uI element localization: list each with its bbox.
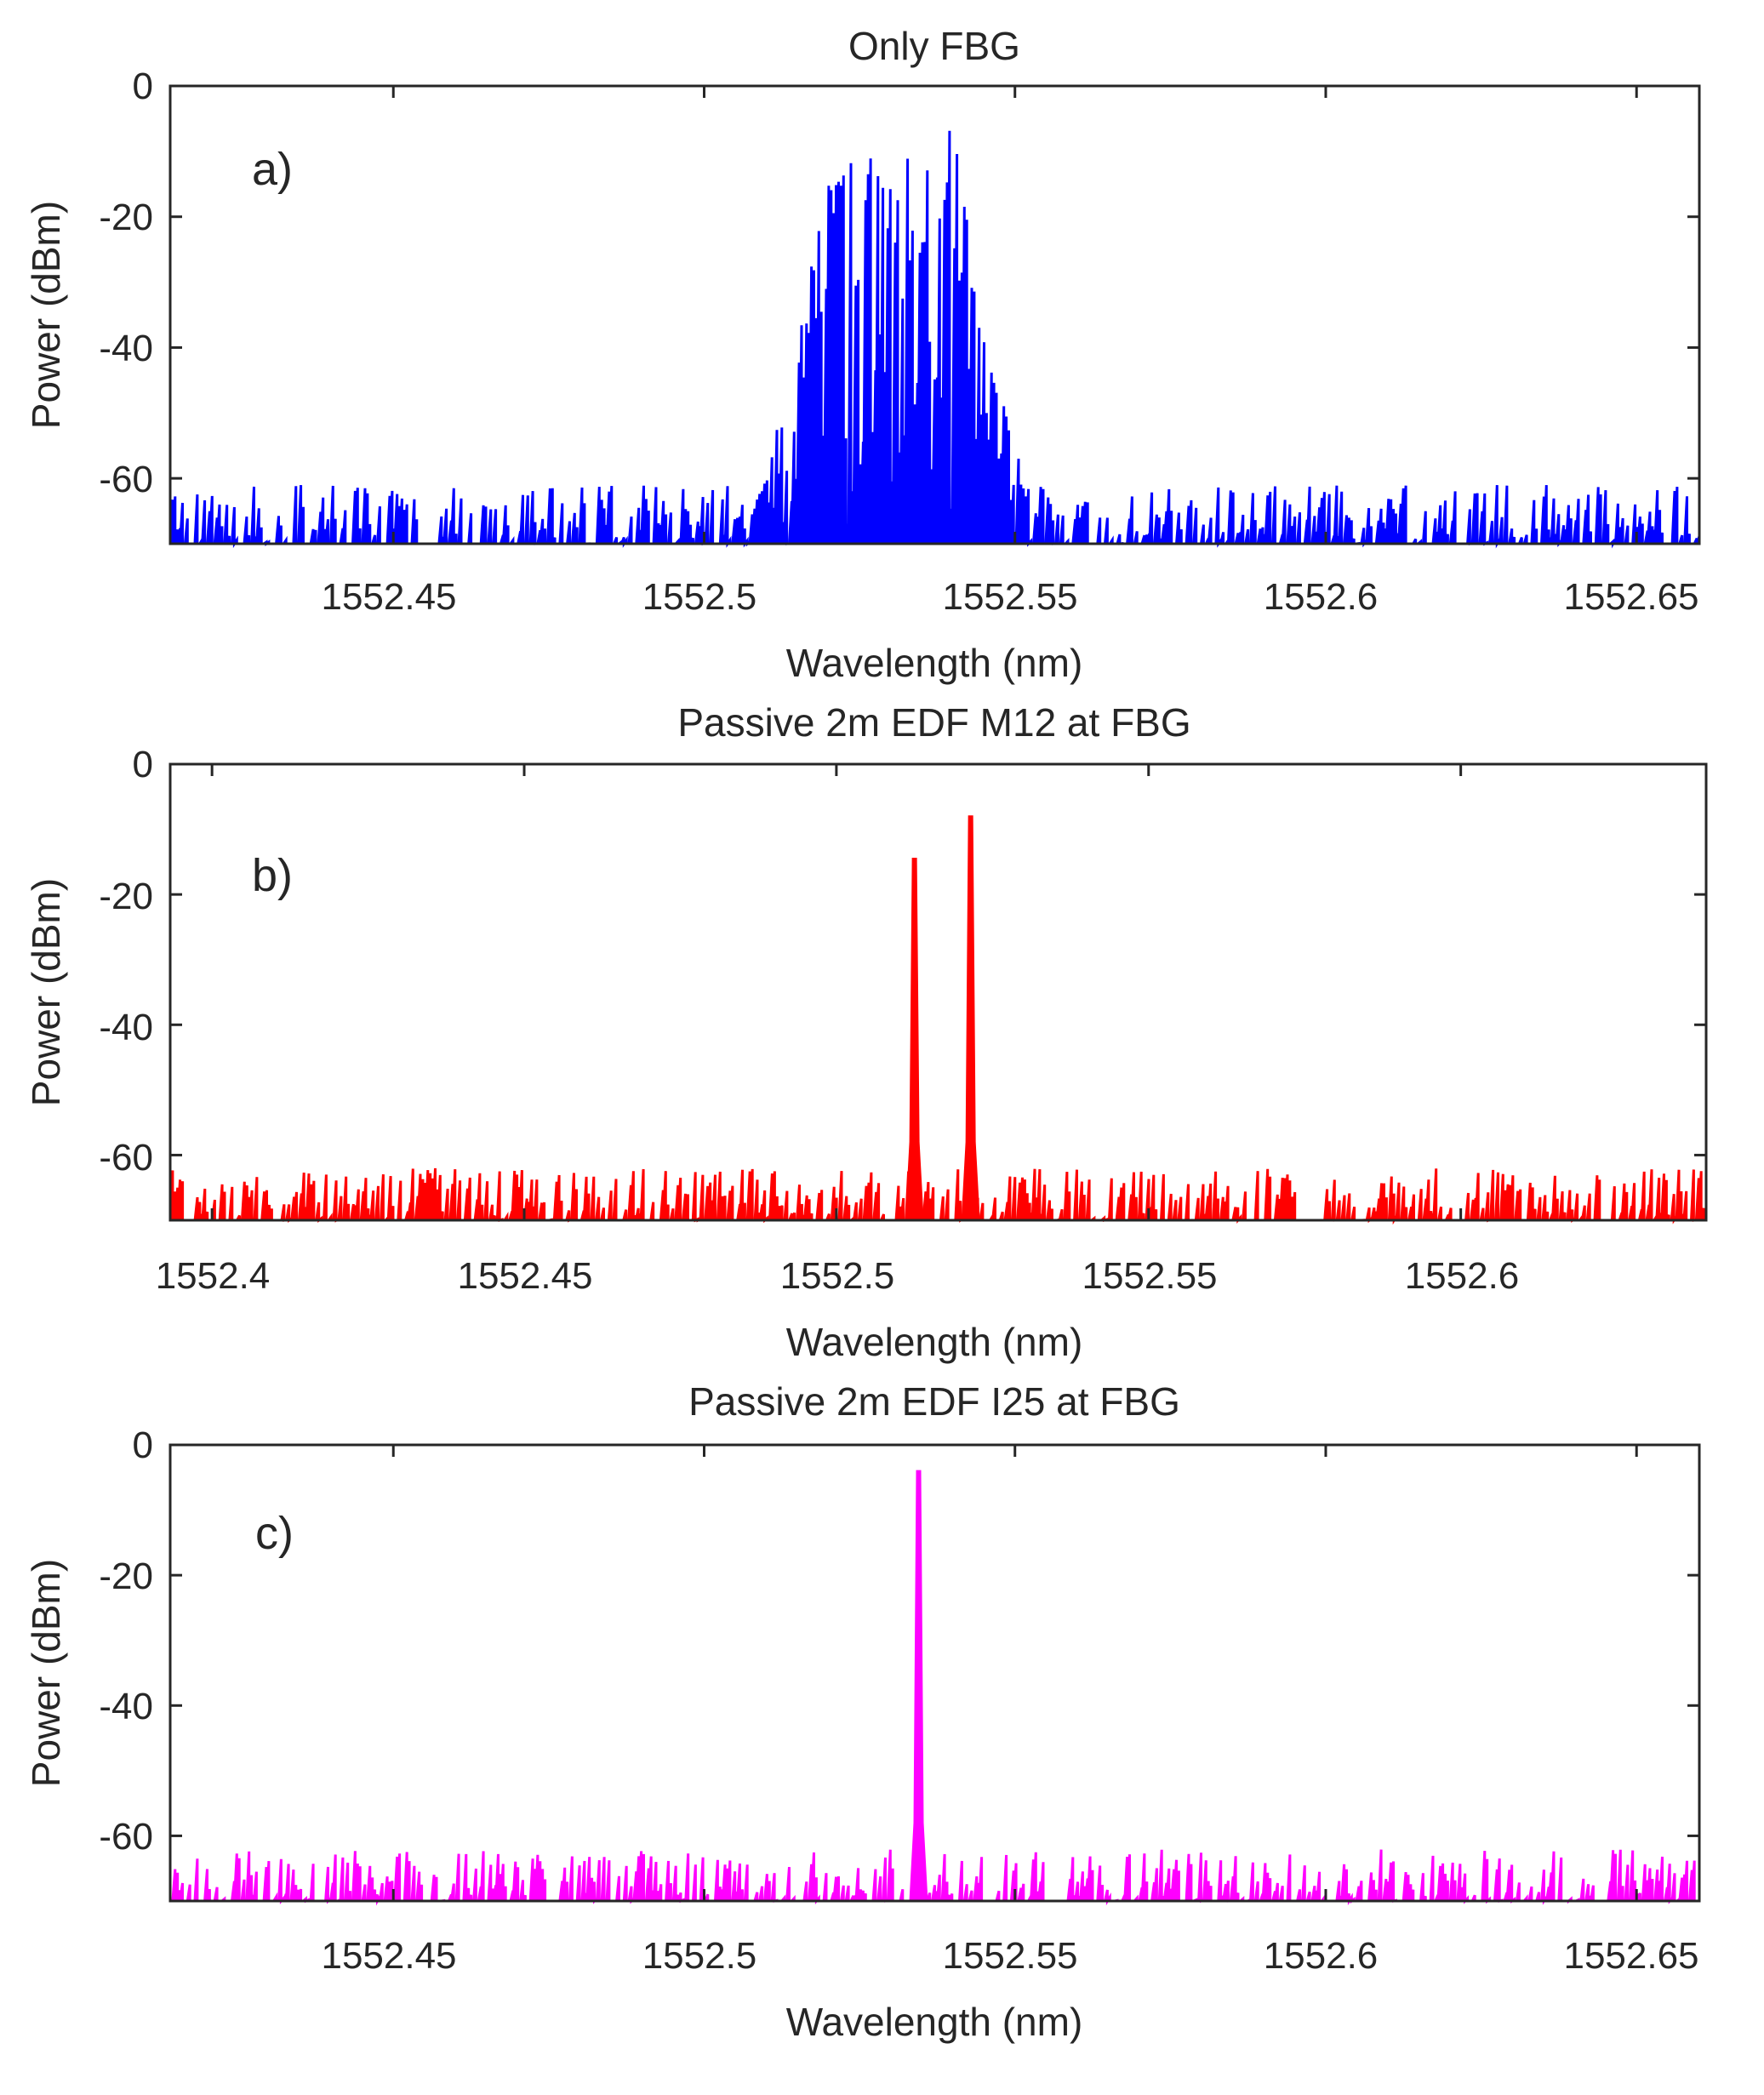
panel-b-peak-1 (961, 815, 980, 1221)
panel-a-ylabel: Power (dBm) (24, 201, 68, 429)
panel-c-ylabel: Power (dBm) (24, 1559, 68, 1787)
panel-a-xtick-label-1: 1552.5 (642, 576, 757, 618)
panel-b-frame (168, 762, 1708, 1222)
panel-a-ytick-label-0: 0 (133, 66, 153, 107)
panel-b-xtick-label-3: 1552.55 (1082, 1255, 1217, 1297)
panel-c-xtick-label-1: 1552.5 (642, 1935, 757, 1977)
panel-b-ytick-label-3: -60 (99, 1137, 153, 1179)
panel-c-ytick-label-3: -60 (99, 1816, 153, 1858)
panel-c-ytick-label-0: 0 (133, 1424, 153, 1466)
panel-b-ticks (170, 762, 1706, 1220)
panel-a-xtick-label-4: 1552.65 (1563, 576, 1698, 618)
panel-b-ylabel: Power (dBm) (24, 878, 68, 1106)
panel-c-frame (168, 1443, 1701, 1903)
panel-a-ytick-label-2: -40 (99, 328, 153, 369)
panel-c-peak-0 (909, 1470, 928, 1902)
panel-c-spectrum-trace (170, 1849, 1699, 1906)
panel-b-plot-area (168, 815, 1706, 1225)
panel-b-xtick-label-4: 1552.6 (1405, 1255, 1520, 1297)
panel-b-xtick-label-2: 1552.5 (780, 1255, 895, 1297)
panel-a-xtick-label-3: 1552.6 (1264, 576, 1379, 618)
panel-c-ticks (170, 1443, 1699, 1901)
panel-c-title: Passive 2m EDF I25 at FBG (688, 1379, 1180, 1424)
panel-a-frame (168, 84, 1701, 545)
panel-a-label: a) (252, 144, 293, 195)
panel-a: Only FBG a) 0 -20 -40 -60 1552.45 1552.5… (24, 24, 1701, 685)
panel-a-ytick-label-3: -60 (99, 459, 153, 500)
panel-b-title: Passive 2m EDF M12 at FBG (677, 700, 1190, 745)
panel-c-ytick-label-2: -40 (99, 1686, 153, 1727)
panel-c-xtick-label-3: 1552.6 (1264, 1935, 1379, 1977)
panel-c: Passive 2m EDF I25 at FBG c) 0 -20 -40 -… (24, 1379, 1701, 2044)
panel-b-label: b) (252, 850, 293, 901)
panel-b-xlabel: Wavelength (nm) (786, 1320, 1083, 1364)
panel-c-label: c) (255, 1508, 294, 1559)
panel-a-spectrum-trace (168, 130, 1701, 549)
panel-b-xtick-label-0: 1552.4 (156, 1255, 271, 1297)
panel-a-xtick-label-0: 1552.45 (321, 576, 456, 618)
panel-a-xtick-label-2: 1552.55 (942, 576, 1077, 618)
panel-b-ytick-label-2: -40 (99, 1007, 153, 1048)
panel-b-ytick-label-0: 0 (133, 744, 153, 785)
panel-b-spectrum-trace (168, 1167, 1706, 1225)
panel-c-xtick-label-4: 1552.65 (1563, 1935, 1698, 1977)
panel-c-xtick-label-0: 1552.45 (321, 1935, 456, 1977)
panel-b-peak-0 (905, 858, 924, 1221)
panel-b: Passive 2m EDF M12 at FBG b) 0 -20 -40 -… (24, 700, 1708, 1364)
panel-a-plot-area (168, 130, 1701, 549)
panel-a-title: Only FBG (848, 24, 1020, 68)
panel-a-ticks (170, 84, 1699, 544)
panel-c-ytick-label-1: -20 (99, 1556, 153, 1597)
panel-c-plot-area (170, 1470, 1699, 1906)
panel-a-xlabel: Wavelength (nm) (786, 641, 1083, 685)
panel-c-xlabel: Wavelength (nm) (786, 2000, 1083, 2044)
panel-a-ytick-label-1: -20 (99, 197, 153, 238)
panel-b-ytick-label-1: -20 (99, 876, 153, 917)
panel-b-xtick-label-1: 1552.45 (457, 1255, 592, 1297)
panel-c-xtick-label-2: 1552.55 (942, 1935, 1077, 1977)
